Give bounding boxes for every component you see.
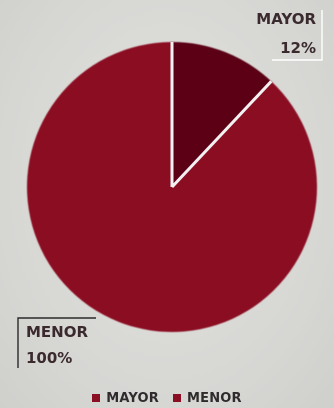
- slice-separators: [170, 42, 273, 189]
- callout-menor-label: MENOR: [26, 323, 88, 341]
- callout-menor: MENOR 100%: [17, 317, 96, 368]
- chart-legend: MAYOR MENOR: [0, 388, 334, 408]
- legend-swatch-menor: [173, 394, 181, 402]
- legend-swatch-mayor: [92, 394, 101, 402]
- callout-mayor-leader: [272, 10, 323, 61]
- legend-item-menor: MENOR: [173, 391, 242, 406]
- callout-menor-value: 100%: [26, 349, 72, 367]
- legend-label-menor: MENOR: [187, 390, 242, 406]
- legend-label-mayor: MAYOR: [106, 390, 159, 406]
- callout-mayor-label: MAYOR: [256, 10, 316, 28]
- pie-slice-mayor: [172, 42, 272, 187]
- callout-mayor-value: 12%: [280, 39, 316, 57]
- callout-mayor: MAYOR 12%: [256, 10, 323, 61]
- legend-item-mayor: MAYOR: [92, 391, 159, 406]
- callout-menor-leader: [17, 317, 96, 368]
- slice-separator-1: [170, 80, 273, 189]
